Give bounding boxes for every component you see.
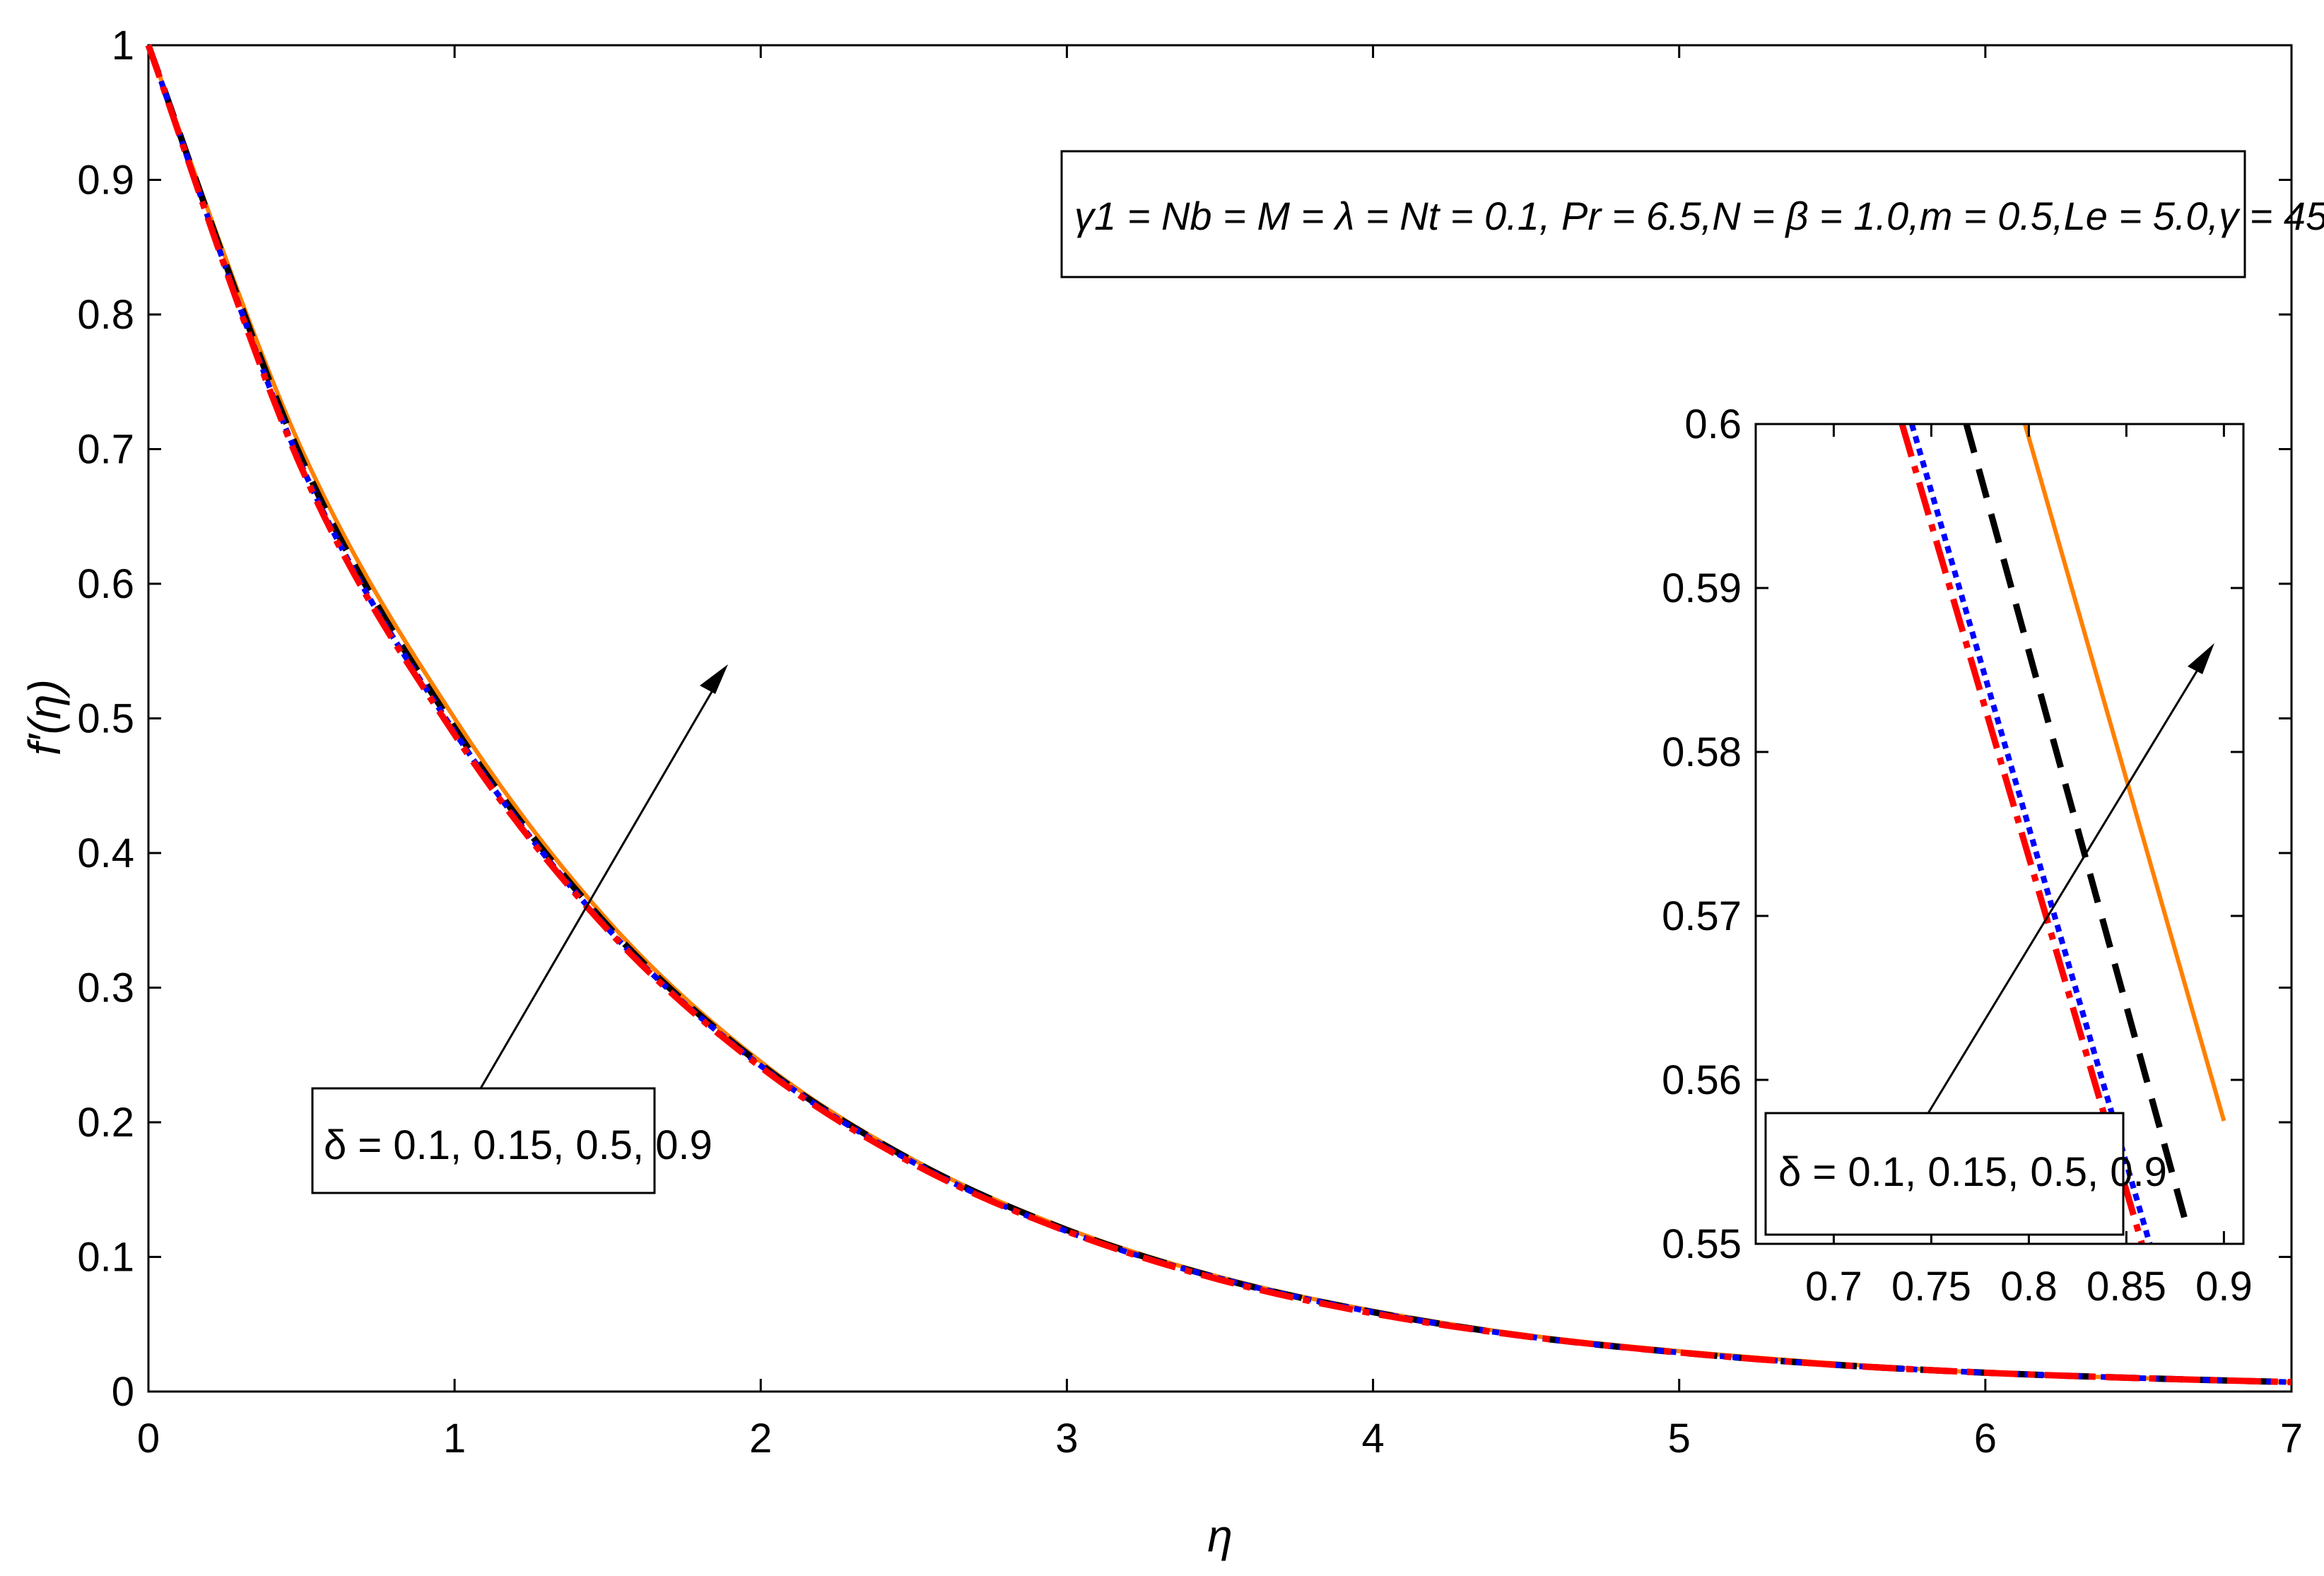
y-tick-label: 0.6	[1684, 401, 1742, 447]
y-tick-label: 0.55	[1662, 1221, 1742, 1267]
main-legend-box	[311, 1087, 656, 1194]
x-axis-label: η	[1207, 1510, 1233, 1561]
x-tick-label: 6	[1974, 1416, 1997, 1462]
x-tick-label: 0	[137, 1416, 160, 1462]
y-tick-label: 0.3	[77, 965, 134, 1011]
inset-series-line-dotted	[1908, 423, 2153, 1245]
y-tick-label: 0.58	[1662, 729, 1742, 775]
y-tick-label: 0.59	[1662, 565, 1742, 611]
main-legend-text: δ = 0.1, 0.15, 0.5, 0.9	[324, 1122, 712, 1168]
x-tick-label: 0.8	[2000, 1264, 2058, 1310]
inset-axis-ticks: 0.7 0.75 0.8 0.85 0.9 0.55 0.56 0.57 0.58 0.59 0.6	[1662, 401, 2253, 1310]
y-tick-label: 0.4	[77, 830, 134, 876]
main-axis-ticks: 0 1 2 3 4 5 6 7 0 0.1 0.2 0.3 0.4 0.5 0.6 0.7 0.8 0.9 1	[77, 23, 2303, 1462]
inset-trend-arrowhead	[2188, 643, 2214, 674]
x-tick-label: 0.85	[2087, 1264, 2166, 1310]
x-tick-label: 7	[2280, 1416, 2303, 1462]
y-tick-label: 0.56	[1662, 1057, 1742, 1103]
inset-legend-box	[1764, 1112, 2125, 1236]
main-trend-arrowhead	[700, 664, 728, 694]
main-trend-arrow-line	[479, 678, 721, 1089]
y-tick-label: 0.7	[77, 427, 134, 473]
x-tick-label: 1	[443, 1416, 466, 1462]
series-line-dashdot	[145, 44, 2292, 1386]
y-tick-label: 0.8	[77, 292, 134, 338]
x-tick-label: 2	[749, 1416, 772, 1462]
y-axis-label: f′(η)	[19, 679, 70, 755]
inset-series-line-dashdot	[1898, 423, 2145, 1245]
main-series-group	[145, 44, 2292, 1386]
inset-trend-arrow-line	[1927, 657, 2207, 1114]
y-tick-label: 0.1	[77, 1235, 134, 1281]
parameter-note-box	[1060, 150, 2246, 278]
inset-background	[1756, 424, 2243, 1244]
x-tick-label: 0.75	[1891, 1264, 1971, 1310]
y-tick-label: 0.5	[77, 696, 134, 742]
y-tick-label: 1	[112, 23, 134, 69]
inset-frame	[1754, 423, 2245, 1245]
y-tick-label: 0.6	[77, 561, 134, 607]
y-tick-label: 0	[112, 1369, 134, 1415]
x-tick-label: 3	[1055, 1416, 1078, 1462]
x-tick-label: 0.7	[1805, 1264, 1862, 1310]
parameter-note-text: γ1 = Nb = M = λ = Nt = 0.1, Pr = 6.5,N =…	[1074, 194, 2324, 238]
x-tick-label: 5	[1668, 1416, 1691, 1462]
inset-series-line-solid	[2022, 423, 2226, 1122]
y-tick-label: 0.2	[77, 1100, 134, 1146]
parameter-note: γ1 = Nb = M = λ = Nt = 0.1, Pr = 6.5,N =…	[1074, 182, 2324, 238]
y-tick-label: 0.57	[1662, 893, 1742, 939]
x-tick-label: 4	[1361, 1416, 1384, 1462]
x-tick-label: 0.9	[2195, 1264, 2253, 1310]
inset-legend-text: δ = 0.1, 0.15, 0.5, 0.9	[1778, 1149, 2167, 1195]
y-tick-label: 0.9	[77, 158, 134, 204]
inset-series-group	[1898, 423, 2226, 1245]
